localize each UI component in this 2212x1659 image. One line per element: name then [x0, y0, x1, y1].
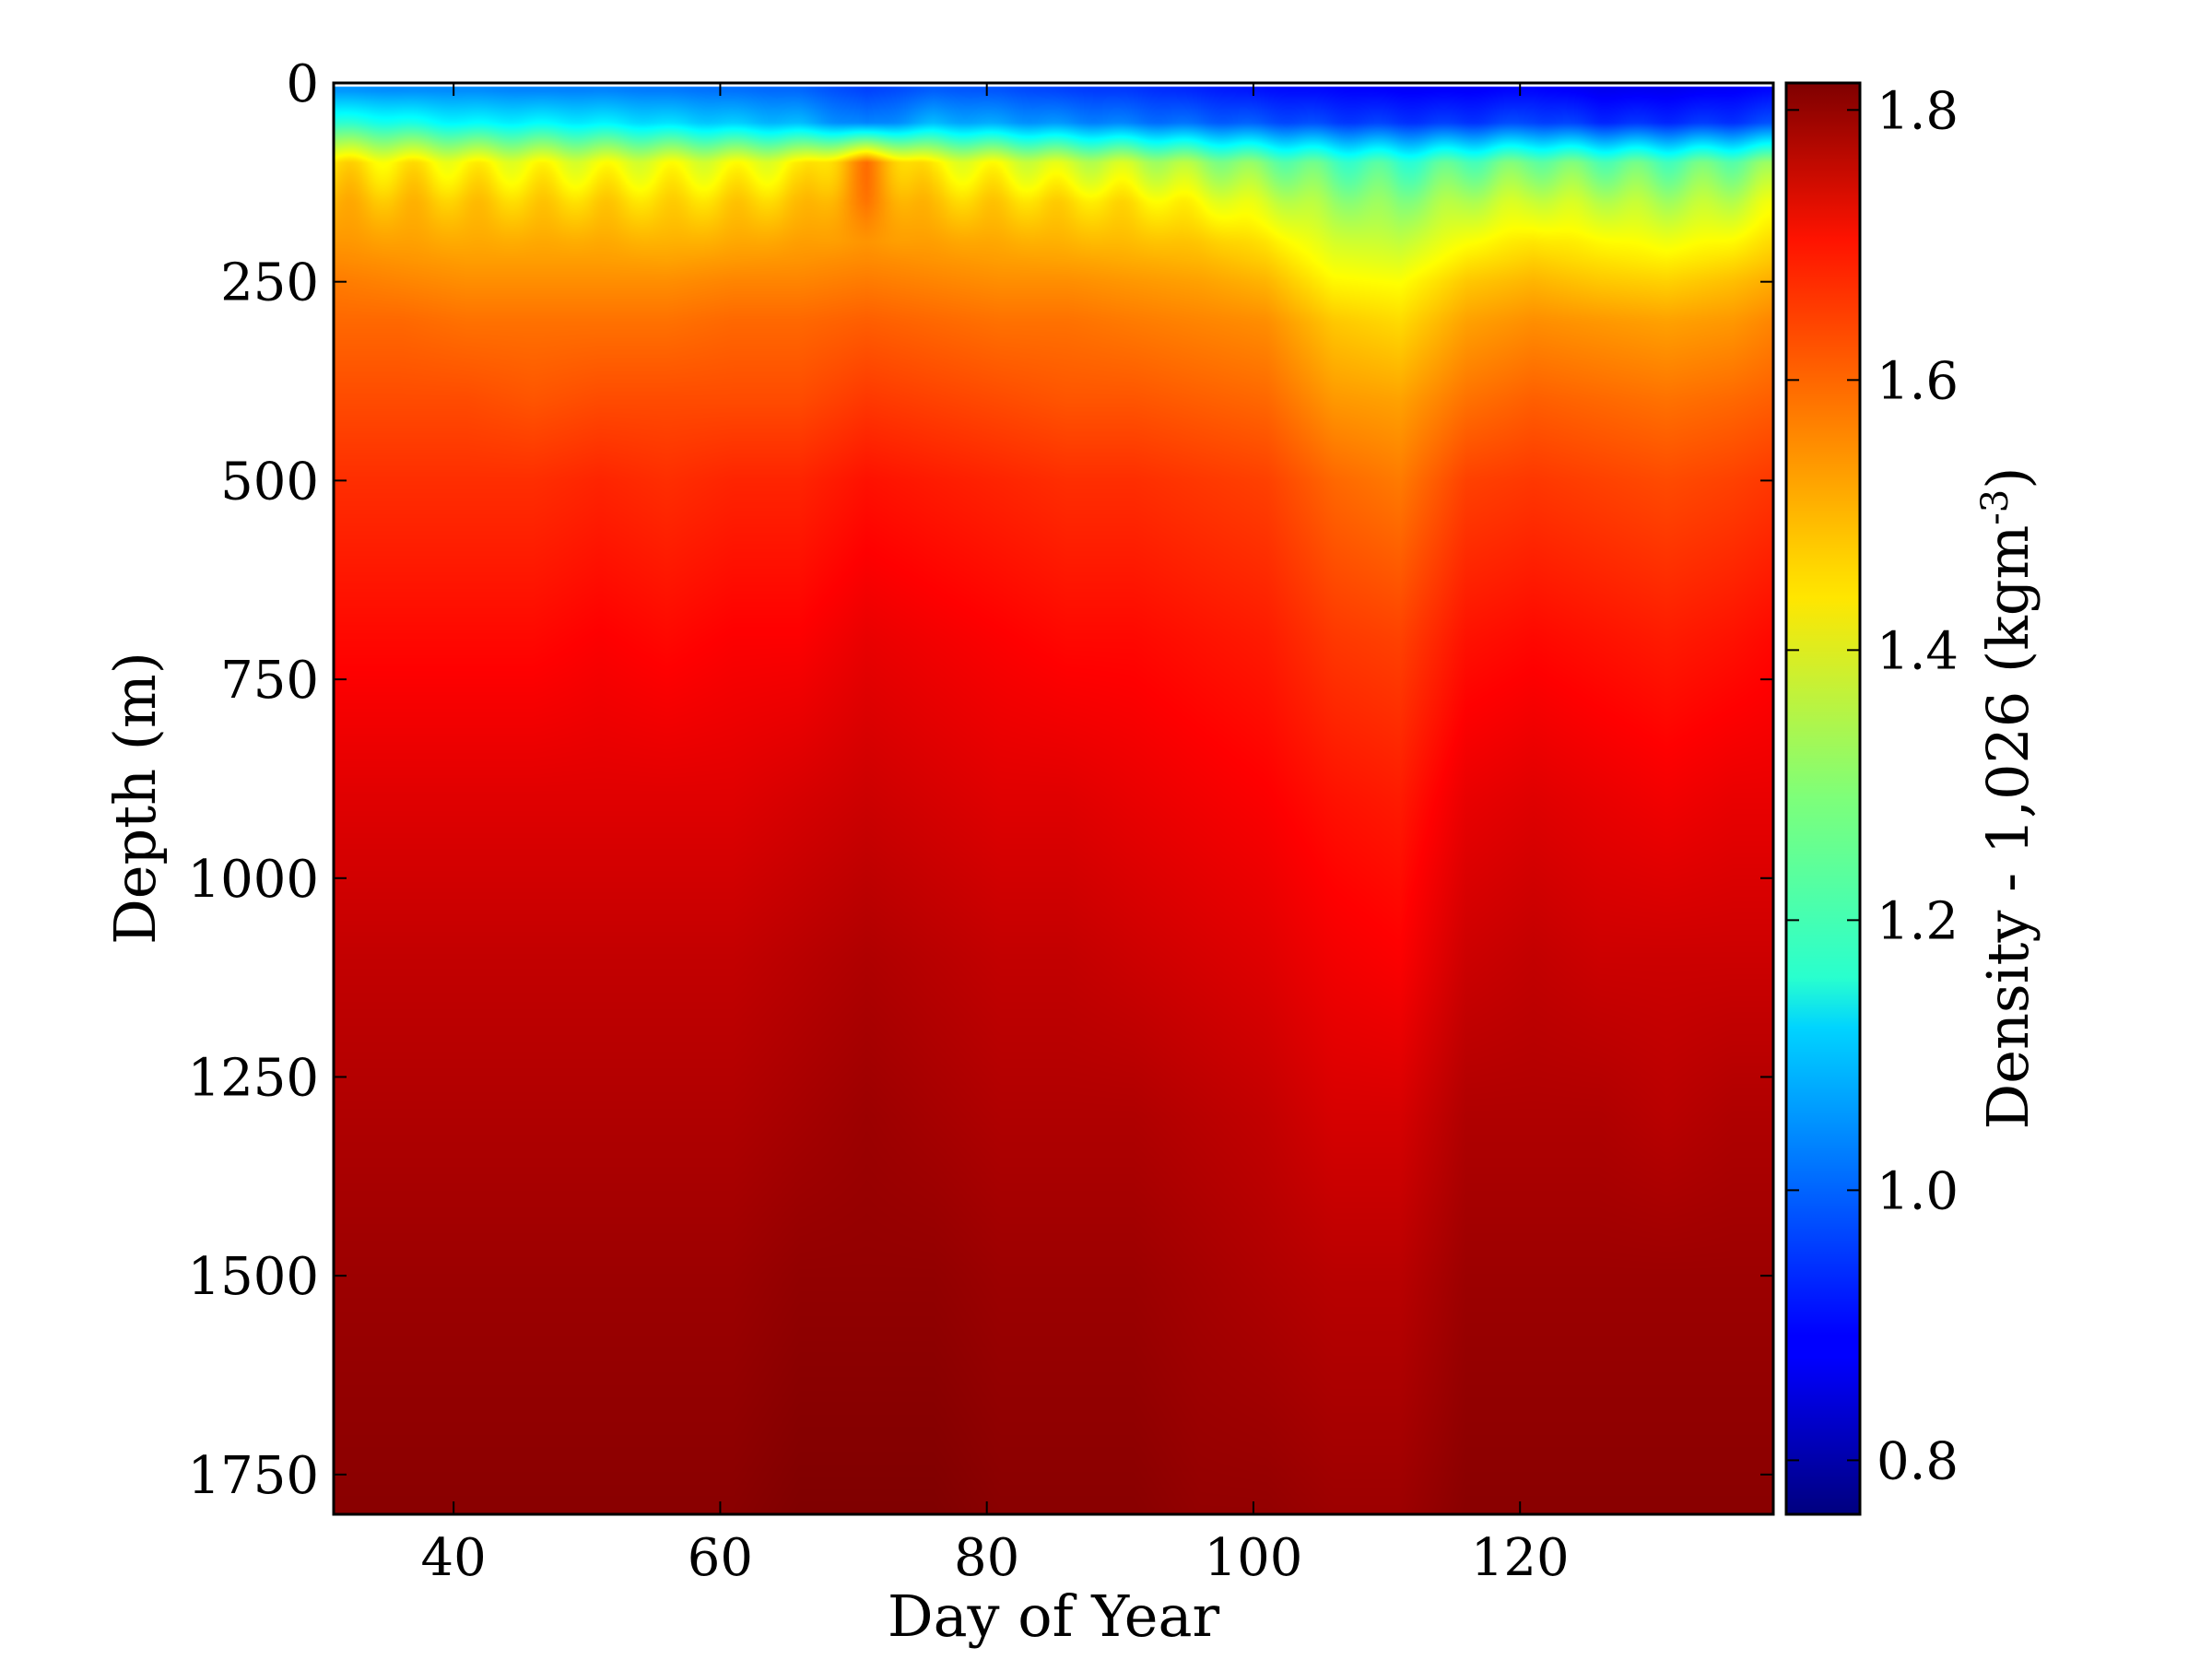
y-tick-label: 250 — [220, 253, 319, 313]
x-tick-label: 60 — [688, 1528, 753, 1588]
colorbar-tick-label: 1.6 — [1877, 351, 1959, 411]
y-tick-label: 750 — [220, 651, 319, 711]
colorbar-tick-label: 1.2 — [1877, 891, 1959, 951]
x-tick-label: 100 — [1204, 1528, 1302, 1588]
x-axis-label: Day of Year — [888, 1583, 1220, 1650]
y-tick-label: 1500 — [187, 1247, 319, 1307]
y-tick-label: 1000 — [187, 850, 319, 910]
colorbar-tick-label: 1.4 — [1877, 621, 1959, 681]
x-tick-label: 80 — [954, 1528, 1019, 1588]
heatmap-area — [334, 83, 1773, 1514]
colorbar-ticks: 0.8 1.0 1.2 1.4 1.6 1.8 — [1786, 81, 1959, 1491]
y-tick-label: 0 — [286, 54, 319, 114]
plot-frame — [332, 81, 1775, 1516]
colorbar — [1784, 81, 1862, 1516]
colorbar-label-main: Density - 1,026 (kgm — [1974, 525, 2041, 1130]
colorbar-label-close: ) — [1974, 467, 2041, 489]
colorbar-label: Density - 1,026 (kgm-3) — [1974, 467, 2041, 1130]
heatmap-canvas — [334, 83, 1773, 1514]
colorbar-label-superscript: -3 — [1974, 489, 2017, 525]
colorbar-tick-label: 1.8 — [1877, 81, 1959, 141]
y-axis-label: Depth (m) — [101, 652, 169, 945]
y-tick-label: 1250 — [187, 1048, 319, 1108]
colorbar-tick-label: 1.0 — [1877, 1161, 1959, 1221]
colorbar-tick-label: 0.8 — [1877, 1431, 1959, 1491]
y-axis-ticks: 0 250 500 750 1000 1250 1500 1750 — [187, 54, 1773, 1506]
x-axis-ticks: 40 60 80 100 120 — [421, 83, 1570, 1588]
x-tick-label: 40 — [421, 1528, 487, 1588]
y-tick-label: 500 — [220, 452, 319, 512]
y-tick-label: 1750 — [187, 1446, 319, 1506]
x-tick-label: 120 — [1471, 1528, 1570, 1588]
